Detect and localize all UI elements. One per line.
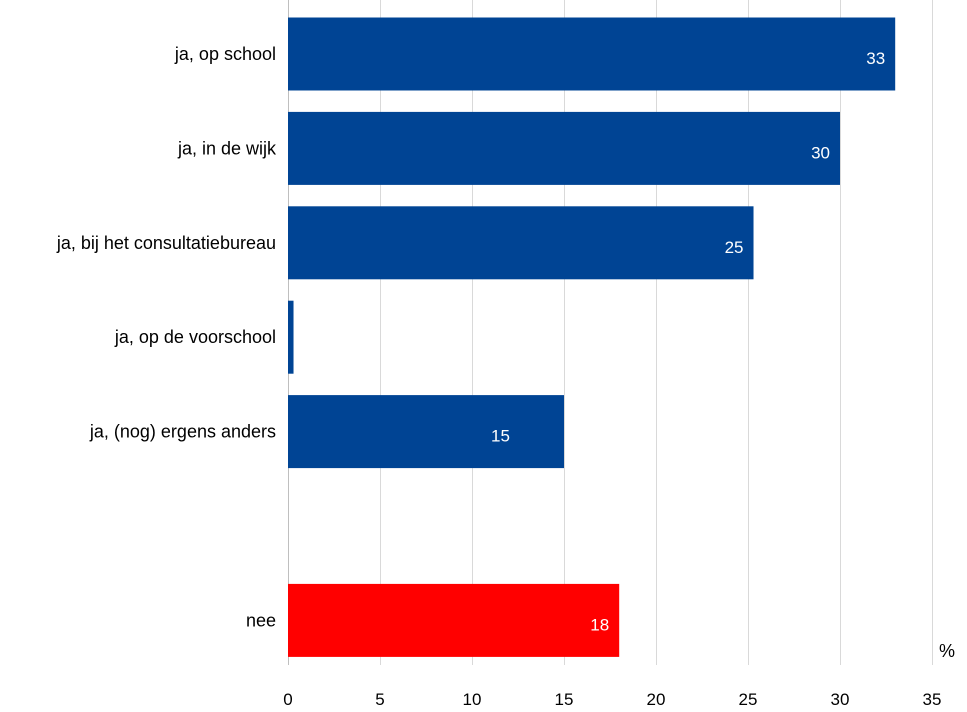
x-tick-label-10: 10: [463, 690, 482, 709]
data-label-1: 30: [811, 143, 830, 162]
category-label-3: ja, op de voorschool: [114, 327, 276, 347]
bar-3: [288, 300, 294, 374]
category-label-2: ja, bij het consultatiebureau: [56, 233, 276, 253]
category-label-4: ja, (nog) ergens anders: [89, 422, 276, 442]
x-tick-label-35: 35: [923, 690, 942, 709]
bar-6: [288, 583, 620, 657]
bar-1: [288, 111, 840, 185]
bar-4: [288, 395, 564, 469]
data-label-2: 25: [725, 238, 744, 257]
x-tick-label-5: 5: [375, 690, 384, 709]
data-labels: 33 30 25 15 18: [491, 49, 885, 634]
bar-2: [288, 206, 754, 280]
bar-0: [288, 17, 896, 91]
x-tick-label-15: 15: [555, 690, 574, 709]
category-labels: ja, op school ja, in de wijk ja, bij het c…: [56, 44, 277, 630]
category-label-6: nee: [246, 610, 276, 630]
data-label-0: 33: [866, 49, 885, 68]
unit-label: %: [939, 641, 955, 661]
category-label-1: ja, in de wijk: [177, 138, 277, 158]
data-label-6: 18: [590, 615, 609, 634]
category-label-0: ja, op school: [174, 44, 276, 64]
x-tick-label-30: 30: [831, 690, 850, 709]
x-tick-label-25: 25: [739, 690, 758, 709]
gridlines: [288, 0, 933, 665]
x-tick-label-20: 20: [647, 690, 666, 709]
bars: [288, 17, 896, 657]
x-axis-tick-labels: 0 5 10 15 20 25 30 35: [283, 690, 941, 709]
x-tick-label-0: 0: [283, 690, 292, 709]
data-label-4: 15: [491, 427, 510, 446]
